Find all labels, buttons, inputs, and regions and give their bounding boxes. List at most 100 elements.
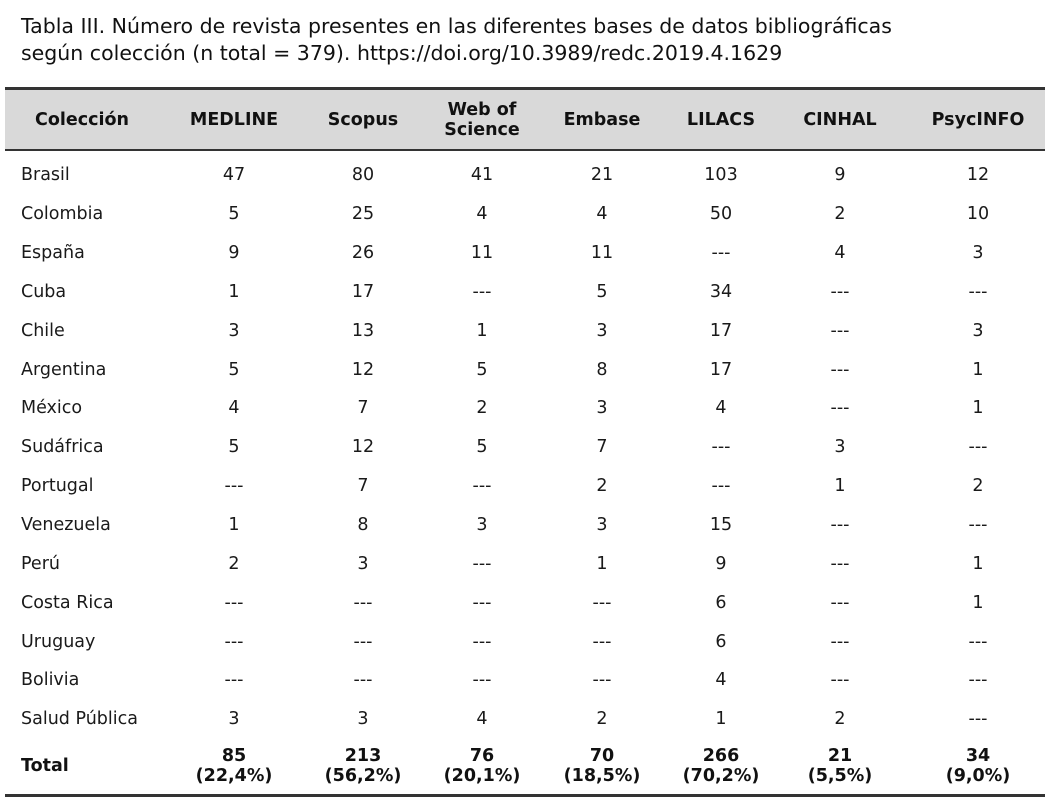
cell-lilacs: 17: [709, 320, 733, 341]
table-row: Perú 2 3 --- 1 9 --- 1: [5, 544, 1045, 583]
table-row: España 9 26 11 11 --- 4 3: [5, 234, 1045, 273]
cell-scopus: 80: [351, 165, 375, 186]
total-value: 70: [589, 746, 615, 767]
total-cinhal: 21 (5,5%): [769, 738, 911, 797]
total-value: 213: [344, 746, 382, 767]
total-percent: (70,2%): [682, 766, 760, 787]
cell-cinhal: ---: [830, 281, 850, 302]
cell-medline: 47: [222, 165, 246, 186]
cell-medline: 5: [228, 204, 240, 225]
row-label: España: [21, 243, 85, 264]
cell-psycinfo: 1: [972, 592, 984, 613]
total-scopus: 213 (56,2%): [293, 738, 433, 797]
cell-psycinfo: ---: [968, 437, 988, 458]
header-medline: MEDLINE: [175, 87, 293, 151]
cell-web-of-science: 4: [476, 709, 488, 730]
cell-web-of-science: 5: [476, 437, 488, 458]
cell-psycinfo: 1: [972, 553, 984, 574]
header-web-of-science: Web of Science: [433, 87, 531, 151]
cell-web-of-science: 2: [476, 398, 488, 419]
total-embase: 70 (18,5%): [531, 738, 673, 797]
total-medline: 85 (22,4%): [175, 738, 293, 797]
data-table: Colección MEDLINE Scopus Web of Science …: [5, 87, 1045, 797]
row-label: Argentina: [21, 359, 107, 380]
cell-lilacs: ---: [711, 437, 731, 458]
table-row: Bolivia --- --- --- --- 4 --- ---: [5, 661, 1045, 700]
table-row: Cuba 1 17 --- 5 34 --- ---: [5, 273, 1045, 312]
cell-embase: 2: [596, 709, 608, 730]
cell-cinhal: 2: [834, 204, 846, 225]
table-row: Argentina 5 12 5 8 17 --- 1: [5, 350, 1045, 389]
cell-scopus: 26: [351, 243, 375, 264]
cell-medline: 9: [228, 243, 240, 264]
cell-cinhal: 9: [834, 165, 846, 186]
cell-embase: 2: [596, 476, 608, 497]
row-label: Portugal: [21, 476, 94, 497]
cell-embase: 7: [596, 437, 608, 458]
table-row: Brasil 47 80 41 21 103 9 12: [5, 156, 1045, 195]
cell-web-of-science: 3: [476, 515, 488, 536]
total-percent: (5,5%): [807, 766, 873, 787]
cell-cinhal: ---: [830, 398, 850, 419]
total-label: Total: [5, 738, 175, 797]
cell-medline: 1: [228, 515, 240, 536]
cell-scopus: 13: [351, 320, 375, 341]
total-value: 76: [469, 746, 495, 767]
cell-cinhal: ---: [830, 553, 850, 574]
cell-medline: 3: [228, 709, 240, 730]
header-web-of-science-line2: Science: [444, 119, 520, 140]
cell-web-of-science: ---: [472, 670, 492, 691]
cell-cinhal: 1: [834, 476, 846, 497]
total-row: Total 85 (22,4%) 213 (56,2%) 76 (20,1%) 70(…: [5, 738, 1045, 797]
cell-web-of-science: ---: [472, 476, 492, 497]
cell-embase: ---: [592, 670, 612, 691]
header-cinhal: CINHAL: [769, 87, 911, 151]
table-row: Costa Rica --- --- --- --- 6 --- 1: [5, 583, 1045, 622]
cell-embase: ---: [592, 631, 612, 652]
cell-embase: 3: [596, 320, 608, 341]
cell-psycinfo: ---: [968, 281, 988, 302]
cell-embase: 5: [596, 281, 608, 302]
table-row: Portugal --- 7 --- 2 --- 1 2: [5, 467, 1045, 506]
cell-cinhal: ---: [830, 631, 850, 652]
row-label: Sudáfrica: [21, 437, 104, 458]
cell-cinhal: 4: [834, 243, 846, 264]
cell-cinhal: ---: [830, 359, 850, 380]
cell-web-of-science: 11: [470, 243, 494, 264]
cell-embase: 8: [596, 359, 608, 380]
total-percent: (56,2%): [324, 766, 402, 787]
cell-scopus: 12: [351, 437, 375, 458]
cell-medline: 5: [228, 359, 240, 380]
cell-embase: 1: [596, 553, 608, 574]
cell-scopus: 25: [351, 204, 375, 225]
table-row: Chile 3 13 1 3 17 --- 3: [5, 311, 1045, 350]
cell-psycinfo: 1: [972, 398, 984, 419]
data-table-wrapper: Colección MEDLINE Scopus Web of Science …: [5, 87, 1045, 797]
cell-psycinfo: 3: [972, 320, 984, 341]
cell-web-of-science: ---: [472, 592, 492, 613]
cell-web-of-science: ---: [472, 553, 492, 574]
cell-scopus: 17: [351, 281, 375, 302]
row-label: Salud Pública: [21, 709, 138, 730]
cell-scopus: 3: [357, 709, 369, 730]
row-label: Costa Rica: [21, 592, 114, 613]
row-label: México: [21, 398, 83, 419]
header-web-of-science-line1: Web of: [447, 99, 517, 120]
cell-psycinfo: 10: [966, 204, 990, 225]
cell-lilacs: 15: [709, 515, 733, 536]
cell-psycinfo: ---: [968, 709, 988, 730]
cell-embase: 3: [596, 398, 608, 419]
row-label: Brasil: [21, 165, 70, 186]
row-label: Venezuela: [21, 515, 111, 536]
cell-medline: ---: [224, 592, 244, 613]
cell-scopus: ---: [353, 670, 373, 691]
caption-line-2: según colección (n total = 379). https:/…: [21, 41, 783, 65]
row-label: Cuba: [21, 281, 67, 302]
cell-embase: 11: [590, 243, 614, 264]
caption-line-1: Tabla III. Número de revista presentes e…: [21, 14, 892, 38]
table-row: Sudáfrica 5 12 5 7 --- 3 ---: [5, 428, 1045, 467]
cell-cinhal: ---: [830, 320, 850, 341]
cell-web-of-science: 41: [470, 165, 494, 186]
total-value: 34: [965, 746, 991, 767]
cell-medline: 2: [228, 553, 240, 574]
